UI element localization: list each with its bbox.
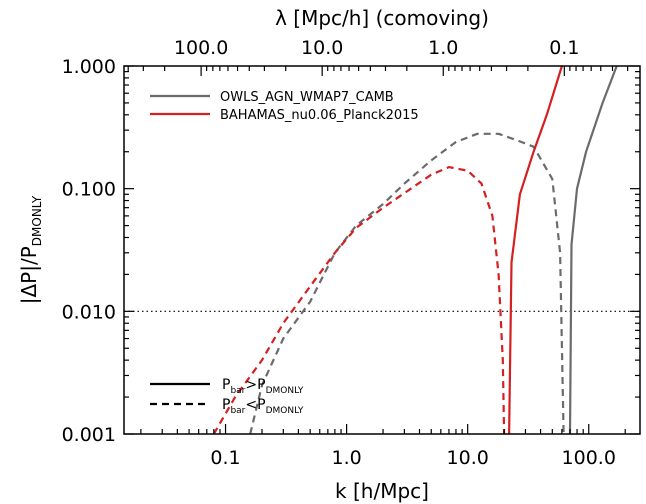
style-legend-label: Pbar<PDMONLY bbox=[222, 397, 304, 416]
style-legend-op: < bbox=[245, 397, 257, 413]
lines-layer bbox=[212, 66, 618, 434]
style-legend-lhs-sub: bar bbox=[230, 386, 245, 396]
y-tick-label: 0.100 bbox=[62, 179, 116, 201]
style-legend-lhs: P bbox=[222, 377, 230, 393]
legend-label: OWLS_AGN_WMAP7_CAMB bbox=[220, 90, 394, 105]
top-tick-label: 10.0 bbox=[301, 37, 343, 59]
style-legend-label: Pbar>PDMONLY bbox=[222, 377, 304, 396]
top-tick-label: 0.1 bbox=[549, 37, 579, 59]
y-axis-title: |ΔP|/PDMONLY bbox=[17, 195, 44, 304]
labels-layer: 0.1 1.0 10.0 100.0 100.0 10.0 1.0 0.1 0.001 0.010… bbox=[17, 6, 616, 503]
style-legend-rhs-sub: DMONLY bbox=[266, 406, 304, 416]
y-tick-label: 0.001 bbox=[62, 424, 116, 446]
x-tick-label: 10.0 bbox=[447, 447, 489, 469]
top-tick-label: 1.0 bbox=[428, 37, 458, 59]
top-tick-label: 100.0 bbox=[174, 37, 228, 59]
x-tick-label: 1.0 bbox=[332, 447, 362, 469]
top-axis-title: λ [Mpc/h] (comoving) bbox=[275, 6, 489, 30]
x-tick-label: 0.1 bbox=[210, 447, 240, 469]
legend: OWLS_AGN_WMAP7_CAMB BAHAMAS_nu0.06_Planck… bbox=[150, 90, 419, 123]
ticks-layer bbox=[124, 65, 640, 435]
style-legend-rhs: P bbox=[257, 397, 265, 413]
y-tick-label: 0.010 bbox=[62, 301, 116, 323]
series-1-solid-line bbox=[508, 66, 563, 434]
x-axis-title: k [h/Mpc] bbox=[335, 479, 429, 503]
style-legend-op: > bbox=[245, 377, 257, 393]
series-0-dashed-line bbox=[249, 132, 565, 434]
style-legend-rhs: P bbox=[257, 377, 265, 393]
y-axis-title-main: |ΔP|/P bbox=[17, 246, 41, 304]
plot-frame bbox=[123, 65, 641, 435]
x-tick-label: 100.0 bbox=[562, 447, 616, 469]
legend-label: BAHAMAS_nu0.06_Planck2015 bbox=[220, 108, 419, 123]
series-0-solid-line bbox=[568, 66, 618, 434]
style-legend-lhs: P bbox=[222, 397, 230, 413]
style-legend-lhs-sub: bar bbox=[230, 406, 245, 416]
y-axis-title-sub: DMONLY bbox=[30, 195, 44, 246]
y-tick-label: 1.000 bbox=[62, 56, 116, 78]
style-legend-rhs-sub: DMONLY bbox=[266, 386, 304, 396]
